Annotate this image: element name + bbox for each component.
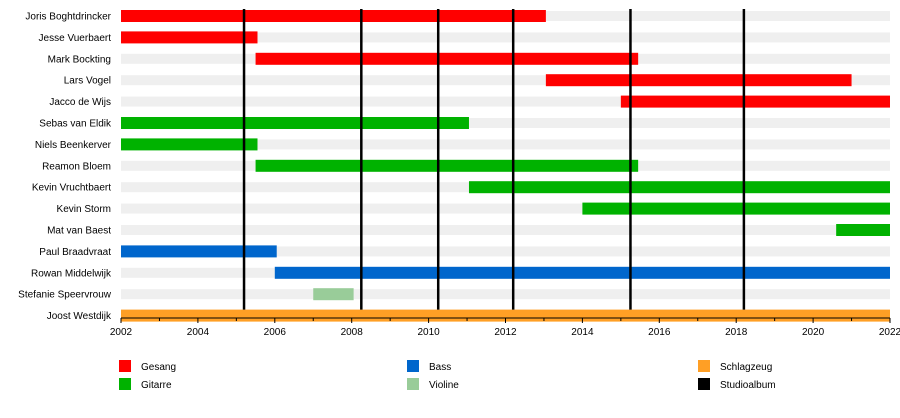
member-bar-bass [274, 266, 890, 279]
legend-label: Schlagzeug [720, 362, 772, 373]
row-background [121, 139, 890, 150]
member-name-label: Kevin Storm [57, 204, 111, 215]
legend-label: Bass [429, 362, 451, 373]
row-background [121, 289, 890, 300]
member-bar-gesang [545, 74, 852, 87]
legend-label: Gesang [141, 362, 176, 373]
member-name-label: Mark Bockting [48, 54, 111, 65]
member-bars [121, 10, 890, 322]
member-bar-gitarre [836, 224, 890, 236]
member-bar-gitarre [121, 138, 258, 151]
row-background [121, 75, 890, 86]
x-axis-tick-label: 2016 [648, 327, 671, 338]
row-background [121, 203, 890, 214]
member-bar-violine [313, 288, 354, 301]
row-background [121, 225, 890, 235]
x-axis-tick-label: 2004 [187, 327, 210, 338]
member-labels: Joris Boghtdrincker Jesse Vuerbaert Mark B… [18, 12, 112, 323]
row-background [121, 32, 890, 43]
member-name-label: Kevin Vruchtbaert [32, 183, 111, 194]
member-bar-bass [121, 245, 277, 258]
row-background [121, 118, 890, 128]
member-bar-gitarre [468, 181, 890, 194]
legend-swatch-schlagzeug [698, 360, 710, 372]
x-axis-tick-label: 2020 [802, 327, 825, 338]
member-name-label: Reamon Bloem [42, 161, 111, 172]
studio-album-lines [242, 9, 746, 310]
legend-swatch-bass [407, 360, 419, 372]
member-name-label: Stefanie Speervrouw [18, 290, 112, 301]
member-name-label: Joris Boghtdrincker [25, 12, 111, 23]
legend-swatch-gesang [119, 360, 131, 372]
legend-label: Violine [429, 380, 459, 391]
member-bar-gesang [620, 95, 890, 108]
legend-label: Gitarre [141, 380, 172, 391]
member-name-label: Rowan Middelwijk [31, 268, 112, 279]
legend-swatch-studioalbum [698, 378, 710, 390]
member-name-label: Paul Braadvraat [39, 247, 111, 258]
x-axis-tick-label: 2018 [725, 327, 748, 338]
legend-label: Studioalbum [720, 380, 776, 391]
legend: Gesang Gitarre Bass Violine Schlagzeug Studio… [119, 360, 776, 391]
member-bar-gesang [121, 10, 546, 22]
member-name-label: Jesse Vuerbaert [39, 33, 112, 44]
member-name-label: Joost Westdijk [47, 311, 112, 322]
member-name-label: Lars Vogel [64, 76, 111, 87]
member-name-label: Jacco de Wijs [49, 97, 111, 108]
x-axis-tick-label: 2010 [417, 327, 440, 338]
x-axis: 2002 2004 2006 2008 2010 2012 2014 2016 2018 2020… [110, 317, 900, 338]
x-axis-tick-label: 2002 [110, 327, 133, 338]
x-axis-tick-label: 2014 [571, 327, 594, 338]
legend-swatch-violine [407, 378, 419, 390]
x-axis-tick-label: 2022 [879, 327, 900, 338]
member-bar-gitarre [121, 117, 469, 129]
member-bar-gitarre [255, 159, 639, 172]
member-name-label: Niels Beenkerver [35, 140, 112, 151]
x-axis-tick-label: 2012 [494, 327, 517, 338]
x-axis-tick-label: 2008 [341, 327, 364, 338]
x-axis-tick-label: 2006 [264, 327, 287, 338]
row-background [121, 246, 890, 257]
row-background [121, 96, 890, 107]
member-bar-gitarre [582, 202, 890, 215]
member-bar-gesang [255, 52, 639, 65]
member-name-label: Mat van Baest [47, 226, 111, 237]
member-bar-gesang [121, 31, 258, 44]
member-name-label: Sebas van Eldik [39, 119, 112, 130]
legend-swatch-gitarre [119, 378, 131, 390]
